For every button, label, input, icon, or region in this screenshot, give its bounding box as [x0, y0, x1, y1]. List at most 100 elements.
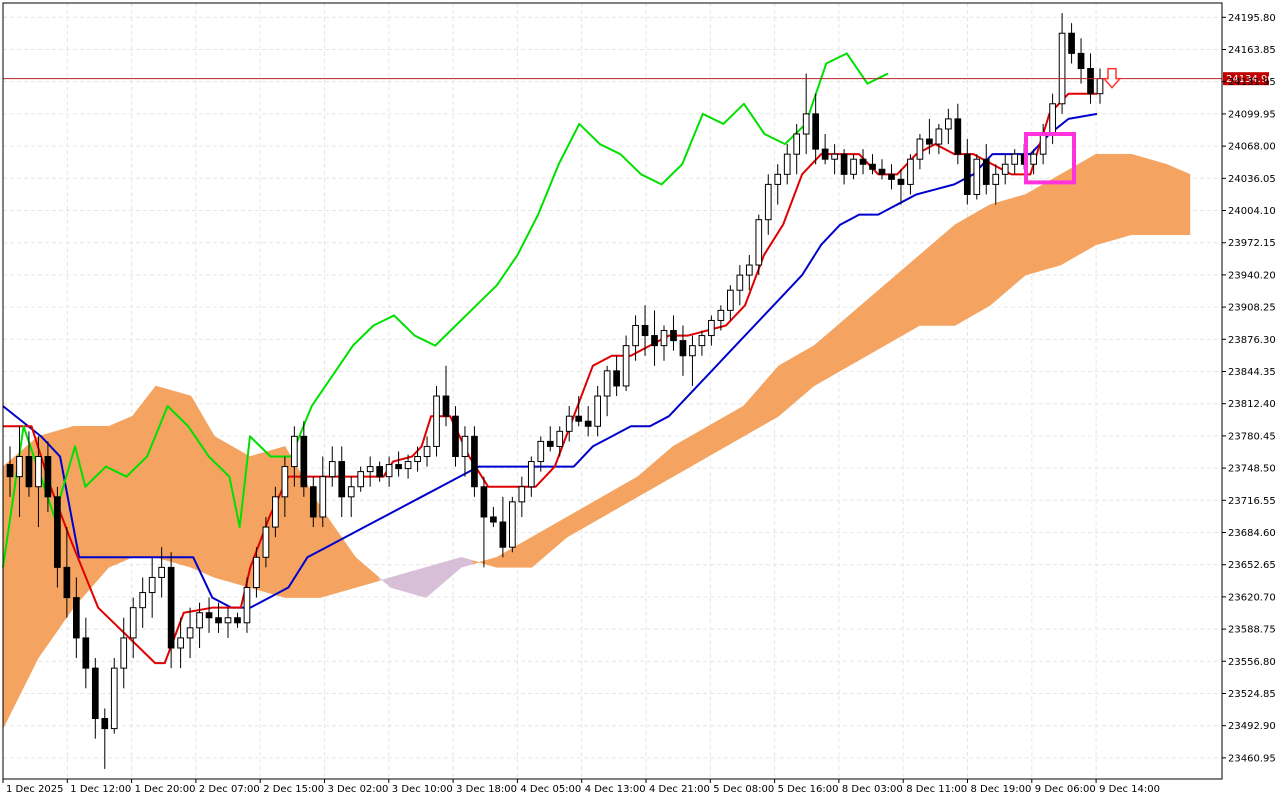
candle[interactable] — [869, 154, 876, 175]
candle[interactable] — [490, 506, 497, 528]
candle[interactable] — [963, 139, 971, 205]
candle[interactable] — [499, 496, 507, 558]
candle[interactable] — [357, 466, 365, 492]
candle[interactable] — [840, 149, 848, 185]
candle[interactable] — [708, 315, 715, 346]
candle[interactable] — [755, 214, 763, 276]
candle[interactable] — [992, 164, 1000, 205]
candle[interactable] — [414, 446, 421, 472]
candle[interactable] — [907, 154, 914, 195]
candle[interactable] — [632, 315, 639, 361]
candle[interactable] — [622, 335, 630, 391]
candle[interactable] — [272, 486, 279, 538]
candle[interactable] — [850, 154, 857, 180]
candle[interactable] — [594, 385, 601, 437]
candle[interactable] — [243, 577, 251, 633]
candle[interactable] — [660, 325, 668, 361]
candle[interactable] — [888, 164, 895, 190]
candle[interactable] — [338, 446, 346, 517]
candle[interactable] — [205, 597, 213, 633]
candle[interactable] — [973, 154, 981, 200]
candle[interactable] — [527, 456, 535, 497]
candle[interactable] — [812, 93, 819, 165]
candle[interactable] — [196, 602, 203, 648]
candle[interactable] — [101, 708, 109, 769]
candle[interactable] — [641, 305, 649, 356]
candle[interactable] — [300, 421, 308, 497]
candle[interactable] — [565, 406, 573, 442]
candle[interactable] — [774, 164, 782, 205]
candle[interactable] — [395, 451, 402, 477]
candle[interactable] — [537, 436, 545, 472]
candle[interactable] — [366, 456, 374, 487]
candle[interactable] — [518, 476, 526, 517]
candle[interactable] — [404, 454, 412, 479]
candle[interactable] — [452, 406, 459, 467]
candle[interactable] — [480, 476, 488, 568]
candle[interactable] — [736, 265, 744, 306]
candle[interactable] — [73, 577, 80, 659]
candle[interactable] — [793, 123, 801, 175]
candle[interactable] — [177, 617, 184, 669]
candle[interactable] — [783, 144, 791, 185]
candle[interactable] — [54, 486, 61, 588]
candle[interactable] — [745, 254, 753, 291]
candle[interactable] — [1068, 23, 1075, 64]
candle[interactable] — [167, 552, 175, 669]
candle[interactable] — [651, 310, 658, 366]
candle[interactable] — [603, 365, 611, 417]
candle[interactable] — [1077, 38, 1085, 84]
candle[interactable] — [253, 547, 260, 598]
candle[interactable] — [859, 149, 867, 175]
candle[interactable] — [613, 355, 620, 397]
candle[interactable] — [954, 103, 962, 165]
candle[interactable] — [461, 426, 469, 477]
candle[interactable] — [1096, 68, 1104, 104]
candle[interactable] — [1001, 154, 1009, 185]
candle[interactable] — [82, 617, 90, 689]
candle[interactable] — [224, 607, 232, 638]
candle[interactable] — [1058, 13, 1066, 114]
candle[interactable] — [25, 431, 33, 497]
candle[interactable] — [44, 441, 52, 512]
candle[interactable] — [91, 658, 99, 739]
candle[interactable] — [35, 436, 42, 528]
candle[interactable] — [262, 516, 270, 568]
candle[interactable] — [945, 108, 952, 145]
candle[interactable] — [926, 118, 933, 155]
candle[interactable] — [234, 612, 241, 628]
candle[interactable] — [63, 527, 71, 618]
candle[interactable] — [110, 658, 118, 734]
candle[interactable] — [831, 144, 838, 175]
candle[interactable] — [717, 305, 725, 331]
candle[interactable] — [215, 602, 222, 633]
candle[interactable] — [698, 330, 706, 356]
candle[interactable] — [148, 557, 156, 618]
candle[interactable] — [802, 73, 810, 155]
candle[interactable] — [584, 406, 592, 437]
candle[interactable] — [16, 426, 23, 517]
candle[interactable] — [309, 476, 317, 528]
candle[interactable] — [727, 285, 734, 321]
candle[interactable] — [442, 365, 450, 427]
candle[interactable] — [376, 461, 383, 482]
candle[interactable] — [158, 547, 165, 598]
candle[interactable] — [471, 426, 478, 497]
candle[interactable] — [556, 426, 564, 457]
candle[interactable] — [281, 456, 289, 517]
candle[interactable] — [575, 396, 583, 427]
candle[interactable] — [982, 144, 990, 195]
candle[interactable] — [764, 174, 772, 235]
candle[interactable] — [423, 436, 431, 467]
candle[interactable] — [935, 123, 943, 155]
candle[interactable] — [139, 577, 147, 628]
candle[interactable] — [433, 385, 440, 457]
candle[interactable] — [1049, 93, 1056, 145]
candle[interactable] — [821, 134, 829, 165]
candle[interactable] — [1030, 149, 1037, 175]
candle[interactable] — [689, 335, 696, 386]
candle[interactable] — [6, 446, 14, 497]
candle[interactable] — [186, 607, 194, 659]
